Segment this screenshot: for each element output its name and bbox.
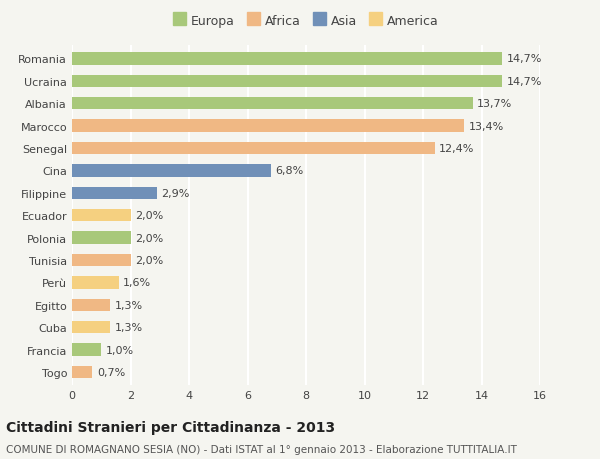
Text: COMUNE DI ROMAGNANO SESIA (NO) - Dati ISTAT al 1° gennaio 2013 - Elaborazione TU: COMUNE DI ROMAGNANO SESIA (NO) - Dati IS… <box>6 444 517 454</box>
Text: 1,3%: 1,3% <box>115 300 143 310</box>
Bar <box>72 53 502 66</box>
Bar <box>72 98 473 110</box>
Bar <box>72 76 502 88</box>
Text: 1,6%: 1,6% <box>123 278 151 288</box>
Text: 12,4%: 12,4% <box>439 144 475 154</box>
Text: 2,9%: 2,9% <box>161 188 190 198</box>
Bar <box>72 254 131 267</box>
Bar <box>72 232 131 244</box>
Text: 13,7%: 13,7% <box>477 99 512 109</box>
Text: Cittadini Stranieri per Cittadinanza - 2013: Cittadini Stranieri per Cittadinanza - 2… <box>6 420 335 434</box>
Bar <box>72 187 157 200</box>
Bar <box>72 299 110 311</box>
Bar <box>72 120 464 133</box>
Text: 14,7%: 14,7% <box>506 77 542 87</box>
Text: 2,0%: 2,0% <box>135 211 163 221</box>
Bar <box>72 366 92 378</box>
Bar <box>72 165 271 177</box>
Legend: Europa, Africa, Asia, America: Europa, Africa, Asia, America <box>173 15 439 28</box>
Bar <box>72 321 110 334</box>
Bar <box>72 143 434 155</box>
Bar <box>72 277 119 289</box>
Text: 0,7%: 0,7% <box>97 367 125 377</box>
Bar <box>72 210 131 222</box>
Text: 6,8%: 6,8% <box>275 166 304 176</box>
Bar <box>72 344 101 356</box>
Text: 1,0%: 1,0% <box>106 345 134 355</box>
Text: 14,7%: 14,7% <box>506 54 542 64</box>
Text: 2,0%: 2,0% <box>135 233 163 243</box>
Text: 2,0%: 2,0% <box>135 255 163 265</box>
Text: 1,3%: 1,3% <box>115 323 143 332</box>
Text: 13,4%: 13,4% <box>469 121 503 131</box>
